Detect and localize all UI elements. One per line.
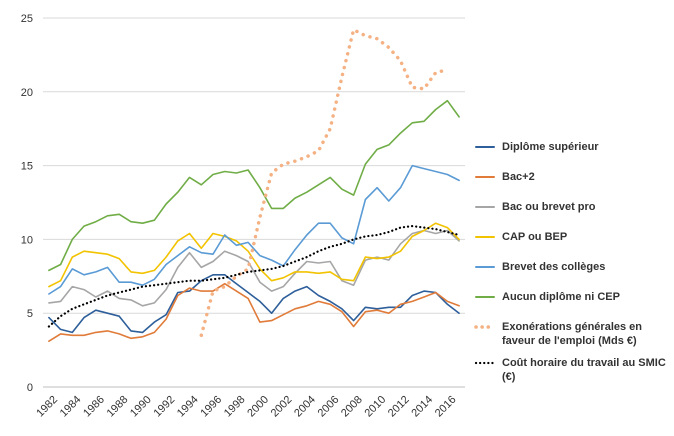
x-tick-label: 1982: [34, 394, 60, 420]
y-tick-label: 5: [27, 308, 33, 320]
legend-item: Brevet des collèges: [474, 260, 670, 274]
chart-legend: Diplôme supérieur Bac+2 Bac ou brevet pro C…: [474, 140, 670, 384]
y-tick-label: 15: [21, 161, 33, 173]
legend-label: Bac ou brevet pro: [502, 201, 596, 213]
series-line-5: [48, 99, 460, 272]
legend-swatch: [475, 266, 495, 268]
series-line-7: [47, 225, 461, 328]
x-tick-label: 2002: [269, 394, 295, 420]
legend-swatch: [474, 361, 496, 365]
x-tick-label: 1988: [105, 394, 131, 420]
legend-swatch: [475, 296, 495, 298]
legend-swatch: [475, 236, 495, 238]
series-line-0: [48, 273, 460, 334]
x-tick-label: 2010: [362, 394, 388, 420]
legend-label: Brevet des collèges: [502, 261, 606, 273]
x-tick-label: 1986: [81, 394, 107, 420]
y-tick-label: 10: [21, 234, 33, 246]
x-tick-label: 2016: [433, 394, 459, 420]
legend-label: Bac+2: [502, 171, 535, 183]
legend-label: Diplôme supérieur: [502, 141, 599, 153]
legend-label: Aucun diplôme ni CEP: [502, 291, 620, 303]
series-lines: [47, 28, 461, 343]
x-tick-label: 1996: [198, 394, 224, 420]
series-line-6: [199, 28, 450, 338]
legend-swatch: [475, 146, 495, 148]
x-tick-label: 1984: [58, 394, 84, 420]
legend-item: Bac ou brevet pro: [474, 200, 670, 214]
legend-label: Coût horaire du travail au SMIC (€): [502, 357, 666, 383]
legend-item: Aucun diplôme ni CEP: [474, 290, 670, 304]
x-tick-label: 2004: [292, 394, 318, 420]
legend-swatch: [475, 176, 495, 178]
legend-swatch: [474, 325, 496, 329]
gridlines: [43, 17, 465, 314]
tick-labels: 0510152025198219841986198819901992199419…: [21, 13, 459, 420]
x-tick-label: 1992: [151, 394, 177, 420]
x-tick-label: 2006: [316, 394, 342, 420]
legend-swatch: [475, 206, 495, 208]
y-tick-label: 25: [21, 13, 33, 25]
legend-item: Exonérations générales en faveur de l'em…: [474, 320, 670, 348]
x-tick-label: 1990: [128, 394, 154, 420]
series-line-3: [48, 222, 460, 288]
legend-label: Exonérations générales en faveur de l'em…: [502, 321, 642, 347]
legend-item: Coût horaire du travail au SMIC (€): [474, 356, 670, 384]
x-tick-label: 2008: [339, 394, 365, 420]
series-line-2: [48, 229, 460, 307]
x-tick-label: 2000: [245, 394, 271, 420]
series-line-4: [48, 164, 460, 295]
y-tick-label: 20: [21, 87, 33, 99]
legend-item: Bac+2: [474, 170, 670, 184]
series-line-1: [48, 282, 460, 343]
x-tick-label: 1998: [222, 394, 248, 420]
x-tick-label: 2012: [386, 394, 412, 420]
x-tick-label: 2014: [409, 394, 435, 420]
legend-label: CAP ou BEP: [502, 231, 568, 243]
x-tick-label: 1994: [175, 394, 201, 420]
y-tick-label: 0: [27, 382, 33, 394]
legend-item: CAP ou BEP: [474, 230, 670, 244]
legend-item: Diplôme supérieur: [474, 140, 670, 154]
